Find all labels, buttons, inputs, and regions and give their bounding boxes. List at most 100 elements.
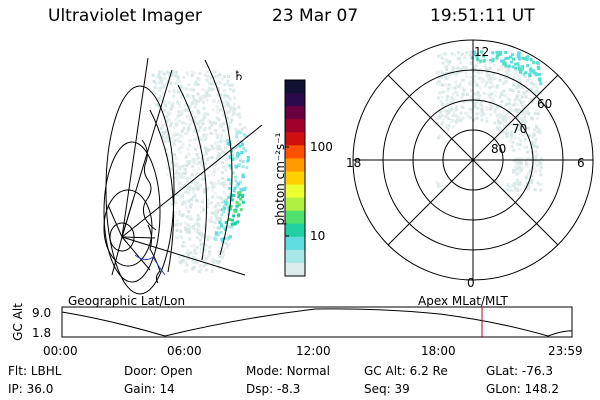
emission-pixel	[499, 92, 503, 96]
altitude-curve	[61, 308, 573, 337]
radial-1	[107, 204, 123, 238]
emission-pixel	[222, 104, 226, 108]
emission-pixel	[193, 193, 197, 197]
emission-pixel	[181, 172, 185, 176]
emission-pixel	[226, 95, 230, 99]
emission-pixel	[209, 76, 213, 80]
emission-pixel	[445, 113, 449, 117]
emission-pixel	[516, 115, 520, 119]
emission-pixel	[187, 227, 191, 231]
emission-pixel	[479, 59, 483, 63]
emission-pixel	[188, 138, 192, 142]
emission-pixel	[530, 181, 534, 185]
emission-pixel	[191, 120, 195, 124]
emission-pixel	[502, 81, 506, 85]
emission-pixel	[228, 97, 232, 101]
emission-pixel	[516, 62, 520, 66]
emission-pixel	[203, 138, 207, 142]
emission-pixel	[497, 126, 501, 130]
emission-pixel	[533, 140, 537, 144]
emission-pixel	[224, 146, 228, 150]
emission-pixel	[195, 152, 199, 156]
emission-pixel	[241, 150, 245, 154]
emission-pixel	[518, 80, 522, 84]
emission-pixel	[240, 127, 244, 131]
emission-pixel	[234, 175, 238, 179]
emission-pixel	[482, 112, 486, 116]
emission-pixel	[205, 205, 209, 209]
emission-pixel	[469, 83, 473, 87]
info-dsp: Dsp: -8.3	[246, 382, 301, 396]
emission-pixel	[457, 85, 461, 89]
emission-pixel	[204, 243, 208, 247]
emission-pixel	[230, 218, 234, 222]
emission-pixel	[211, 182, 215, 186]
emission-pixel	[490, 99, 494, 103]
emission-pixel	[185, 94, 189, 98]
emission-pixel	[174, 82, 178, 86]
emission-pixel	[180, 109, 184, 113]
emission-pixel	[469, 50, 473, 54]
emission-pixel	[535, 87, 539, 91]
emission-pixel	[184, 260, 188, 264]
emission-pixel	[536, 159, 540, 163]
emission-pixel	[189, 188, 193, 192]
emission-pixel	[188, 199, 192, 203]
emission-pixel	[527, 157, 531, 161]
emission-pixel	[511, 65, 515, 69]
emission-pixel	[503, 117, 507, 121]
emission-pixel	[199, 125, 203, 129]
emission-pixel	[152, 80, 156, 84]
emission-pixel	[475, 57, 479, 61]
emission-pixel	[201, 118, 205, 122]
emission-pixel	[177, 110, 181, 114]
emission-pixel	[191, 267, 195, 271]
emission-pixel	[164, 140, 168, 144]
info-mode: Mode: Normal	[246, 364, 330, 378]
emission-pixel	[533, 133, 537, 137]
emission-pixel	[174, 74, 178, 78]
emission-pixel	[216, 210, 220, 214]
emission-pixel	[517, 55, 521, 59]
emission-pixel	[226, 110, 230, 114]
emission-pixel	[206, 157, 210, 161]
emission-pixel	[523, 74, 527, 78]
timeline-ytick-top: 9.0	[32, 306, 52, 320]
emission-pixel	[519, 157, 523, 161]
emission-pixel	[203, 248, 207, 252]
emission-pixel	[200, 172, 204, 176]
emission-pixel	[209, 132, 213, 136]
lon-line-3	[121, 57, 149, 238]
emission-pixel	[465, 74, 469, 78]
emission-pixel	[201, 100, 205, 104]
emission-pixel	[525, 164, 529, 168]
emission-pixel	[515, 172, 519, 176]
emission-pixel	[196, 122, 200, 126]
emission-pixel	[488, 93, 492, 97]
emission-pixel	[176, 76, 180, 80]
emission-pixel	[497, 119, 501, 123]
emission-pixel	[173, 189, 177, 193]
emission-pixel	[437, 83, 441, 87]
emission-pixel	[469, 108, 473, 112]
emission-pixel	[235, 156, 239, 160]
emission-pixel	[521, 106, 525, 110]
emission-pixel	[487, 73, 491, 77]
emission-pixel	[526, 172, 530, 176]
emission-pixel	[196, 182, 200, 186]
emission-pixel	[165, 119, 169, 123]
emission-pixel	[448, 74, 452, 78]
emission-pixel	[201, 200, 205, 204]
emission-pixel	[189, 251, 193, 255]
emission-pixel	[164, 104, 168, 108]
radial-5	[121, 199, 134, 238]
emission-pixel	[161, 91, 165, 95]
emission-pixel	[199, 251, 203, 255]
emission-pixel	[219, 123, 223, 127]
emission-pixel	[230, 149, 234, 153]
emission-pixel	[506, 56, 510, 60]
emission-pixel	[206, 238, 210, 242]
emission-pixel	[181, 121, 185, 125]
emission-pixel	[226, 178, 230, 182]
